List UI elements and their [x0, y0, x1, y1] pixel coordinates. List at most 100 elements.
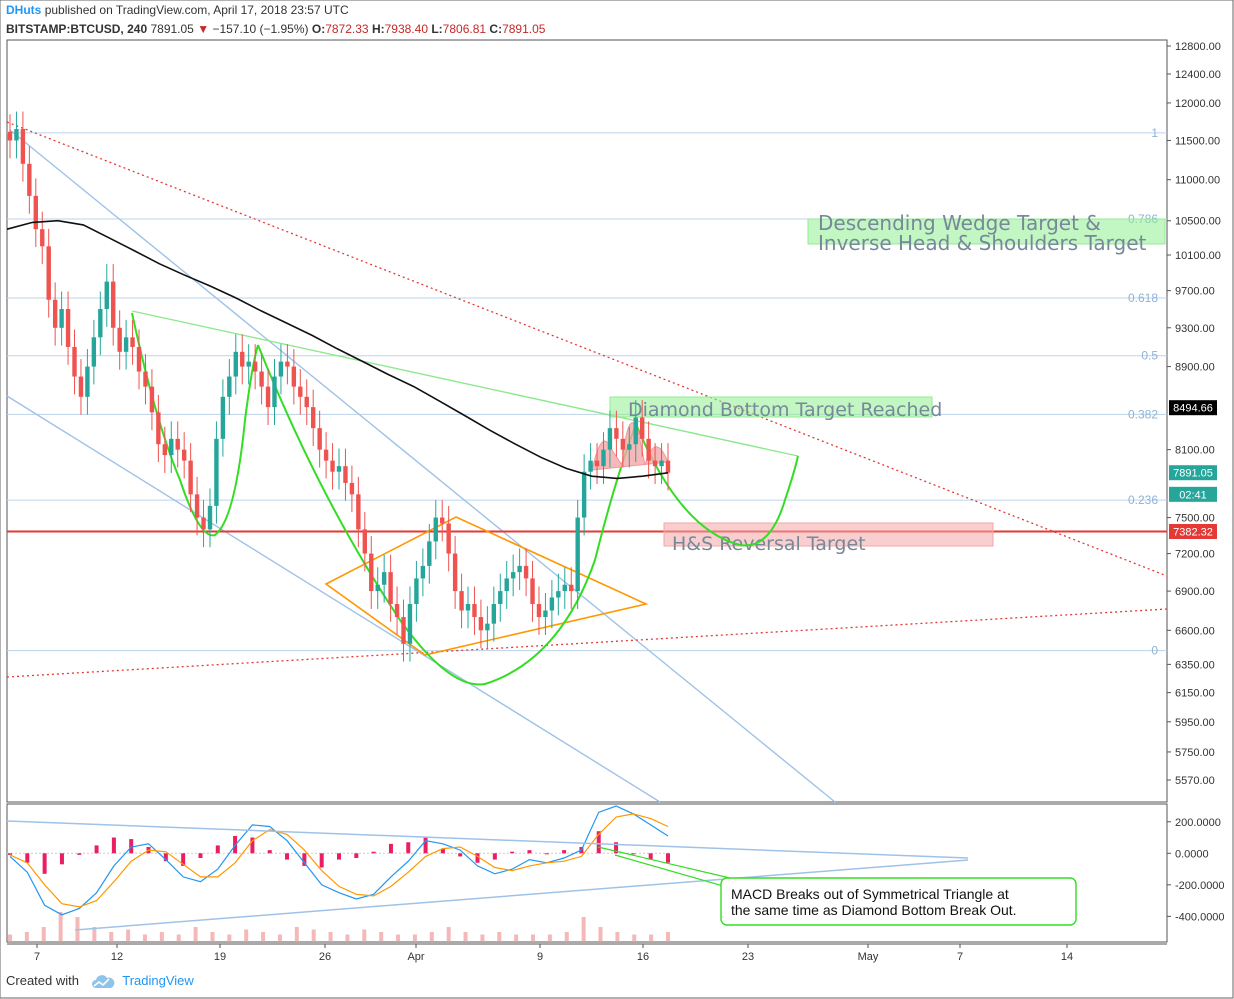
volume-bar [92, 927, 97, 942]
candle-body [233, 351, 238, 377]
fib-level-label: 0.5 [1141, 349, 1158, 363]
volume-bar [598, 927, 603, 942]
macd-histogram-bar [371, 851, 376, 854]
volume-bar [564, 932, 569, 942]
macd-callout-box [720, 877, 1077, 926]
symbol-name[interactable]: BITSTAMP:BTCUSD, 240 [6, 22, 148, 36]
volume-bar [480, 934, 485, 942]
diamond-bottom-pattern [324, 516, 649, 656]
price-change: −157.10 (−1.95%) [212, 22, 309, 36]
price-tick-label: 12000.00 [1175, 98, 1221, 110]
volume-bar [58, 912, 63, 942]
macd-histogram-bar [458, 853, 463, 857]
candle-body [272, 376, 277, 408]
macd-histogram-bar [94, 845, 99, 854]
volume-bar [176, 934, 181, 942]
candle-body [498, 591, 503, 604]
open-label: O: [311, 22, 326, 36]
macd-callout-text: the same time as Diamond Bottom Break Ou… [731, 902, 1017, 918]
volume-bar [666, 932, 670, 942]
volume-bar [463, 932, 468, 942]
volume-bar [159, 932, 164, 942]
candle-body [201, 517, 206, 530]
candle-body [375, 584, 380, 592]
candle-body [446, 523, 451, 554]
candle-body [504, 578, 509, 592]
macd-histogram-bar [42, 853, 47, 874]
candle-body [214, 438, 219, 506]
macd-histogram-bar [59, 853, 64, 865]
candle-body [510, 572, 516, 579]
neckline [131, 310, 799, 457]
volume-bar [294, 927, 299, 942]
candle-body [594, 460, 600, 467]
author-link[interactable]: DHuts [6, 3, 42, 17]
candle-body [117, 327, 122, 352]
candle-body [188, 460, 193, 495]
macd-histogram-bar [8, 853, 12, 855]
macd-histogram-bar [596, 831, 601, 854]
volume-bar [227, 934, 232, 942]
candle-body [536, 603, 542, 618]
macd-histogram-bar [406, 842, 411, 854]
volume-bar [142, 934, 147, 942]
candle-body [575, 517, 580, 592]
candle-body [156, 412, 161, 445]
fib-level-label: 0.382 [1128, 407, 1158, 421]
macd-histogram-bar [423, 837, 428, 854]
candle-body [123, 337, 129, 352]
candle-body [72, 346, 77, 377]
price-tick-label: 5570.00 [1175, 775, 1215, 787]
candle-body [427, 541, 432, 566]
macd-callout-text: MACD Breaks out of Symmetrical Triangle … [731, 886, 1009, 902]
candle-body [143, 371, 148, 387]
price-tick-label: 10100.00 [1175, 250, 1221, 262]
tradingview-cloud-icon [91, 974, 114, 988]
price-tick-label: 7200.00 [1175, 549, 1215, 561]
price-label-tag [1169, 486, 1217, 502]
wedge-lower-line [6, 395, 661, 803]
candle-body [407, 603, 413, 644]
volume-bar [581, 917, 586, 942]
candle-body [362, 529, 368, 554]
price-label-tag [1169, 400, 1217, 416]
candle-body [646, 438, 651, 461]
candle-body [388, 572, 393, 604]
volume-bar [396, 934, 401, 942]
time-tick-label: 16 [637, 951, 649, 963]
candle-body [659, 460, 664, 467]
price-tick-label: 6600.00 [1175, 625, 1215, 637]
annotation-text: Diamond Bottom Target Reached [628, 399, 942, 421]
publish-info: DHuts published on TradingView.com, Apri… [6, 3, 349, 17]
volume-bar [244, 929, 249, 942]
candle-body [207, 505, 213, 530]
volume-bar [362, 929, 367, 942]
candle-body [478, 617, 484, 631]
macd-histogram-bar [319, 853, 324, 868]
volume-bar [277, 934, 282, 942]
price-tick-label: 8900.00 [1175, 362, 1215, 374]
candle-body [136, 346, 142, 372]
candle-body [20, 129, 26, 164]
volume-bar [261, 932, 266, 942]
candle-body [194, 494, 200, 518]
price-label-text: 7891.05 [1173, 468, 1213, 480]
candle-body [65, 309, 71, 347]
annotation-text: Descending Wedge Target & [818, 211, 1101, 235]
macd-histogram-bar [631, 853, 636, 855]
macd-histogram-bar [129, 839, 134, 854]
volume-bar [547, 934, 552, 942]
right-shoulder-projection-curve [635, 423, 799, 547]
time-tick-label: 9 [537, 951, 543, 963]
candle-body [317, 428, 322, 450]
price-tick-label: 11500.00 [1175, 135, 1220, 147]
volume-bar [615, 932, 620, 942]
candle-body [220, 396, 226, 439]
tradingview-brand-link[interactable]: TradingView [122, 973, 194, 988]
price-label-tag [1169, 524, 1217, 540]
created-with-text: Created with [6, 973, 79, 988]
fib-level-label: 1 [1151, 126, 1158, 140]
macd-triangle-lower [74, 859, 969, 931]
